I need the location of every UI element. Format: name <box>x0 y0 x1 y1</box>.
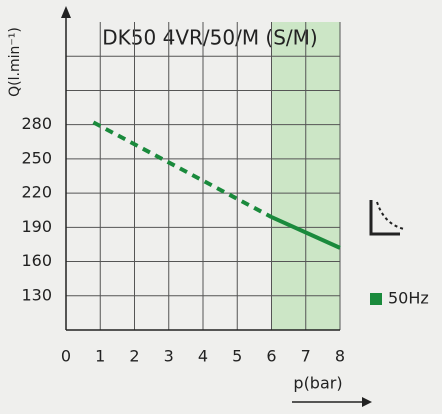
y-tick-label: 250 <box>21 148 52 167</box>
legend-swatch <box>370 293 382 305</box>
x-tick-label: 4 <box>198 347 208 366</box>
y-tick-label: 220 <box>21 183 52 202</box>
x-axis-label: p(bar) <box>293 374 342 393</box>
x-tick-label: 0 <box>61 347 71 366</box>
x-arrow-head <box>362 397 372 407</box>
x-tick-label: 2 <box>129 347 139 366</box>
data-line <box>92 120 273 219</box>
x-tick-label: 5 <box>232 347 242 366</box>
y-tick-label: 280 <box>21 114 52 133</box>
y-arrow-head <box>61 6 71 18</box>
x-tick-label: 3 <box>164 347 174 366</box>
chart-title: DK50 4VR/50/M (S/M) <box>102 26 317 50</box>
y-axis-label: Q(l.min⁻¹) <box>7 27 23 97</box>
y-tick-label: 130 <box>21 285 52 304</box>
x-tick-label: 6 <box>266 347 276 366</box>
curve-icon <box>369 200 405 236</box>
x-tick-label: 7 <box>301 347 311 366</box>
y-tick-label: 160 <box>21 251 52 270</box>
x-tick-label: 1 <box>95 347 105 366</box>
x-tick-label: 8 <box>335 347 345 366</box>
data-line <box>270 215 341 250</box>
legend-label: 50Hz <box>388 289 429 308</box>
y-tick-label: 190 <box>21 217 52 236</box>
